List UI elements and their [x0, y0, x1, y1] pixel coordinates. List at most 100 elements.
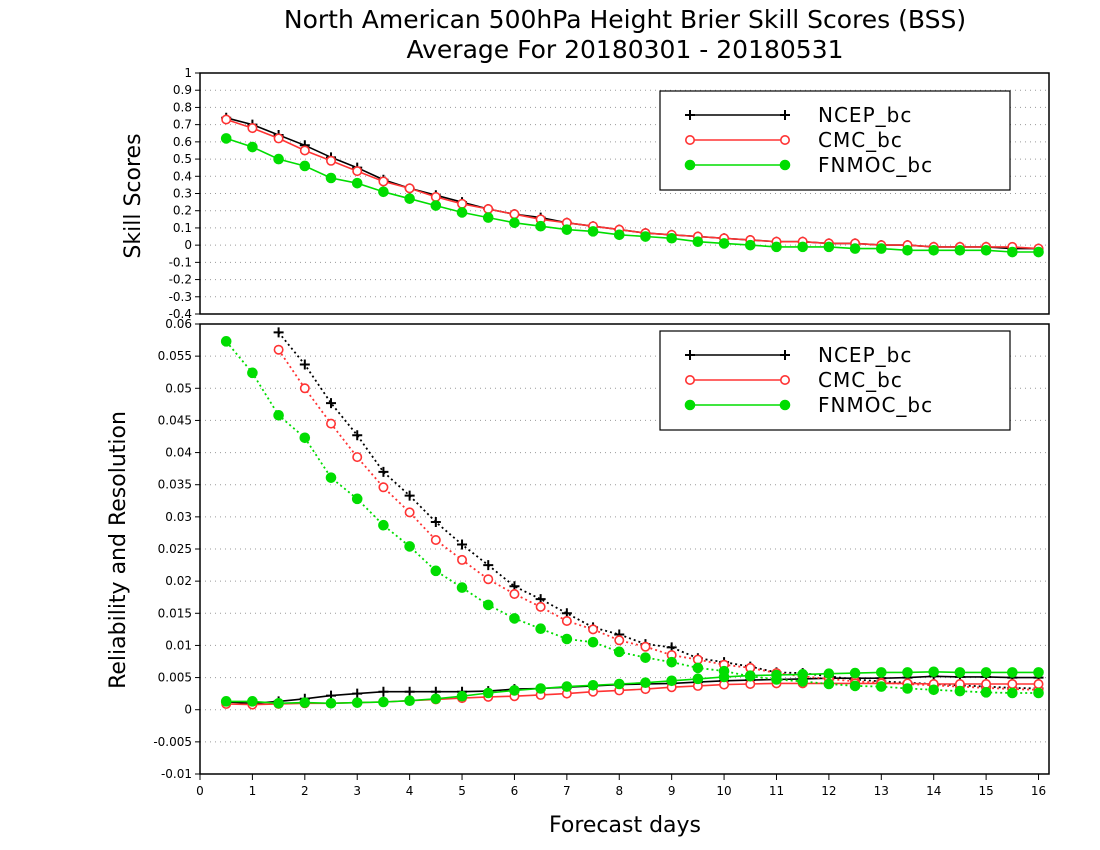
top-legend-fnmoc-bc-label: FNMOC_bc — [818, 153, 933, 177]
bottom-fnmoc-bc-resolution-point — [325, 697, 337, 709]
x-tick-label: 6 — [511, 784, 519, 798]
bottom-fnmoc-bc-resolution-point — [273, 697, 284, 709]
bottom-fnmoc-bc-resolution-point — [404, 695, 415, 707]
bottom-y-tick-label: 0 — [184, 703, 192, 717]
top-fnmoc-bc-point — [849, 243, 861, 254]
bottom-fnmoc-bc-reliability-point — [1033, 687, 1044, 699]
bottom-cmc-bc-reliability-point — [614, 635, 625, 646]
bottom-y-tick-label: 0.04 — [165, 446, 192, 460]
bottom-fnmoc-bc-resolution-point — [509, 685, 520, 696]
bottom-fnmoc-bc-resolution-point — [220, 696, 232, 707]
bottom-fnmoc-bc-reliability-point — [980, 687, 992, 698]
bottom-fnmoc-bc-reliability-point — [325, 472, 337, 483]
top-y-tick-label: 0.5 — [173, 152, 192, 166]
bottom-plot-frame — [199, 323, 1050, 775]
bottom-legend-ncep-bc-swatch-marker — [685, 350, 695, 360]
top-cmc-bc-point — [404, 183, 415, 194]
top-fnmoc-bc-point — [928, 245, 940, 256]
bottom-ncep-bc-reliability-line — [277, 331, 1039, 690]
bottom-fnmoc-bc-reliability-point — [404, 541, 415, 552]
top-y-axis-title: Skill Scores — [121, 133, 146, 258]
top-legend-fnmoc-bc-swatch-marker — [779, 159, 791, 171]
bottom-y-tick-label: -0.005 — [153, 735, 192, 749]
bottom-fnmoc-bc-resolution-point — [954, 667, 966, 678]
top-fnmoc-bc-point — [980, 245, 992, 256]
bottom-fnmoc-bc-resolution-point — [613, 678, 625, 690]
bottom-cmc-bc-reliability-point — [509, 588, 520, 599]
x-tick-label: 15 — [978, 784, 993, 798]
bottom-y-axis-title: Reliability and Resolution — [106, 411, 131, 689]
x-tick-label: 2 — [301, 784, 309, 798]
top-cmc-bc-point — [326, 155, 337, 166]
top-fnmoc-bc-point — [561, 224, 573, 235]
bottom-cmc-bc-reliability-point — [404, 507, 415, 518]
bottom-y-tick-label: 0.005 — [158, 671, 192, 685]
top-fnmoc-bc-point — [378, 186, 389, 198]
bottom-fnmoc-bc-reliability-point — [509, 613, 520, 624]
bottom-legend-cmc-bc-swatch-marker — [779, 374, 790, 385]
top-fnmoc-bc-point — [587, 226, 599, 237]
top-fnmoc-bc-point — [299, 160, 311, 172]
bottom-cmc-bc-reliability-point — [326, 418, 337, 429]
bottom-ncep-bc-reliability-point — [457, 539, 468, 550]
bottom-ncep-bc-reliability-point — [326, 398, 337, 409]
bottom-cmc-bc-resolution-point — [981, 678, 992, 689]
bottom-ncep-bc-resolution-point — [404, 686, 415, 697]
top-fnmoc-bc-point — [482, 212, 494, 223]
top-legend-ncep-bc-swatch-marker — [780, 110, 790, 120]
top-y-tick-label: 0.1 — [173, 221, 192, 235]
bottom-fnmoc-bc-reliability-point — [692, 662, 704, 674]
bottom-fnmoc-bc-reliability-point — [849, 680, 861, 692]
bottom-y-tick-label: 0.02 — [165, 574, 192, 588]
top-fnmoc-bc-point — [247, 141, 258, 153]
bottom-fnmoc-bc-reliability-point — [875, 681, 887, 692]
top-legend-cmc-bc-label: CMC_bc — [818, 128, 903, 152]
top-y-tick-label: 0.4 — [173, 169, 192, 183]
bottom-legend-fnmoc-bc-swatch-marker — [684, 399, 696, 411]
bottom-fnmoc-bc-resolution-point — [535, 683, 546, 694]
bottom-fnmoc-bc-resolution-point — [875, 667, 887, 678]
bottom-fnmoc-bc-resolution-point — [482, 687, 494, 699]
bottom-fnmoc-bc-reliability-point — [273, 409, 284, 421]
x-tick-label: 3 — [353, 784, 361, 798]
top-fnmoc-bc-point — [692, 236, 704, 247]
top-y-tick-label: 0.9 — [173, 83, 192, 97]
x-tick-label: 8 — [615, 784, 623, 798]
top-legend-ncep-bc-swatch-marker — [685, 110, 695, 120]
bottom-fnmoc-bc-resolution-point — [430, 693, 442, 705]
bottom-ncep-bc-resolution-point — [378, 686, 389, 697]
x-tick-label: 16 — [1031, 784, 1046, 798]
bottom-fnmoc-bc-reliability-point — [1007, 687, 1018, 699]
bottom-ncep-bc-resolution-point — [352, 688, 363, 699]
top-fnmoc-bc-point — [509, 217, 520, 229]
bottom-fnmoc-bc-reliability-point — [430, 565, 442, 577]
top-fnmoc-bc-point — [666, 232, 677, 244]
top-y-tick-label: 1 — [184, 66, 192, 80]
bottom-y-tick-label: 0.01 — [165, 638, 192, 652]
x-tick-label: 4 — [406, 784, 414, 798]
bottom-cmc-bc-reliability-point — [430, 534, 441, 545]
bottom-fnmoc-bc-resolution-point — [849, 667, 861, 679]
bottom-y-tick-label: 0.025 — [158, 542, 192, 556]
top-y-tick-label: -0.3 — [169, 290, 192, 304]
bottom-y-tick-label: 0.015 — [158, 606, 192, 620]
bottom-y-tick-label: 0.05 — [165, 381, 192, 395]
bottom-fnmoc-bc-reliability-point — [247, 367, 258, 379]
bottom-fnmoc-bc-resolution-point — [980, 667, 992, 678]
bottom-y-tick-label: 0.055 — [158, 349, 192, 363]
top-cmc-bc-point — [509, 209, 520, 220]
skill-score-panel: -0.4 -0.3 -0.2 -0.1 0 0.1 0.2 0.3 0.4 0.5 0.6 0.7 0.… — [169, 66, 1050, 321]
bottom-fnmoc-bc-resolution-point — [299, 697, 311, 708]
bottom-fnmoc-bc-resolution-point — [378, 696, 389, 708]
bottom-fnmoc-bc-reliability-point — [220, 336, 232, 347]
bottom-legend-ncep-bc-swatch-marker — [780, 350, 790, 360]
bottom-cmc-bc-resolution-point — [1033, 678, 1044, 689]
top-fnmoc-bc-point — [613, 229, 625, 241]
bottom-fnmoc-bc-reliability-point — [351, 493, 363, 505]
top-y-tick-label: 0.3 — [173, 187, 192, 201]
x-tick-label: 7 — [563, 784, 571, 798]
bottom-fnmoc-bc-reliability-point — [823, 678, 835, 690]
bottom-fnmoc-bc-reliability-point — [928, 684, 940, 696]
top-plot-frame — [199, 72, 1050, 315]
